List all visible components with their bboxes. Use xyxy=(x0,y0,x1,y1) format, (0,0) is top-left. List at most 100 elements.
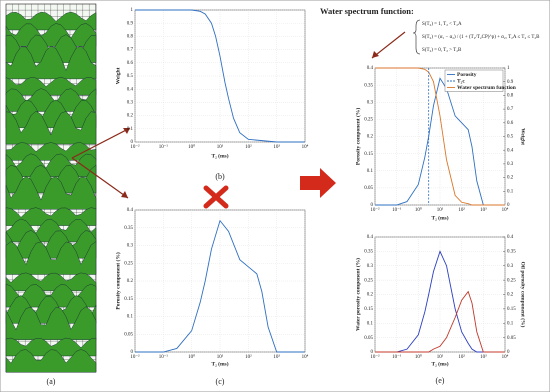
y-tick-label: 0.1 xyxy=(127,315,134,320)
y-tick-label: 0.15 xyxy=(124,297,133,302)
x-tick-label: 10⁴ xyxy=(302,144,309,150)
x-tick-label: 10⁰ xyxy=(188,354,195,360)
y2-tick-label: 0.2 xyxy=(507,293,514,298)
y-tick-label: 0.05 xyxy=(124,332,133,337)
y-tick-label: 0.35 xyxy=(124,226,133,231)
x-tick-label: 10³ xyxy=(273,144,280,150)
y-tick-label: 0.2 xyxy=(127,279,134,284)
image-panel: (a) xyxy=(5,3,97,386)
y2-tick-label: 0.1 xyxy=(507,321,514,326)
x-tick-label: 10⁰ xyxy=(188,144,195,150)
x-tick-label: 10³ xyxy=(480,207,487,213)
y-axis-label: Porosity component (%) xyxy=(354,108,361,166)
y2-tick-label: 0.7 xyxy=(507,107,514,112)
y-tick-label: 0.3 xyxy=(367,100,374,105)
y2-tick-label: 0.8 xyxy=(507,94,514,99)
x-tick-label: 10⁻² xyxy=(130,144,140,150)
equation-line: S(T₂) = 0, T₂ > T₂B xyxy=(422,48,462,53)
y-tick-label: 0.1 xyxy=(127,127,134,132)
y-tick-label: 0 xyxy=(371,203,374,208)
y-axis-label: Water porosity component (%) xyxy=(354,258,361,331)
y2-tick-label: 0.4 xyxy=(507,235,514,240)
image-peaks xyxy=(5,11,97,373)
x-tick-label: 10⁻¹ xyxy=(159,144,169,150)
chart-panel: 10⁻² 10⁻¹ 10⁰ 10¹ 10² 10³ 10⁴ 0 0.1 0.2 0.3 0.4 0.5 0… xyxy=(115,8,308,181)
image-peak xyxy=(5,23,97,47)
multiply-stroke xyxy=(203,185,229,209)
y2-axis-label: Oil porosity component (%) xyxy=(520,262,527,328)
y2-tick-label: 0.6 xyxy=(507,121,514,126)
x-tick-label: 10⁰ xyxy=(415,207,422,213)
y2-tick-label: 0.2 xyxy=(507,176,514,181)
x-tick-label: 10¹ xyxy=(437,354,444,360)
image-peak xyxy=(5,176,97,210)
x-tick-label: 10⁴ xyxy=(502,207,509,213)
brace xyxy=(412,19,421,55)
multiply-sign xyxy=(203,185,229,209)
x-tick-label: 10¹ xyxy=(217,144,224,150)
y-tick-label: 0.2 xyxy=(127,114,134,119)
x-tick-label: 10⁻² xyxy=(370,354,380,360)
arrow-head xyxy=(123,128,130,134)
y2-tick-label: 1 xyxy=(507,66,510,71)
y-tick-label: 0.35 xyxy=(364,83,373,88)
image-peak xyxy=(5,349,97,373)
y-tick-label: 1 xyxy=(131,8,134,13)
y-tick-label: 0.05 xyxy=(364,186,373,191)
x-tick-label: 10⁻² xyxy=(130,354,140,360)
x-axis-label: T₂ (ms) xyxy=(431,214,448,221)
data-line xyxy=(375,250,505,353)
x-tick-label: 10⁴ xyxy=(302,354,309,360)
y-tick-label: 0.1 xyxy=(367,169,374,174)
y-tick-label: 0.3 xyxy=(127,101,134,106)
x-tick-label: 10⁰ xyxy=(415,354,422,360)
y-tick-label: 0.9 xyxy=(127,21,134,26)
y-tick-label: 0.1 xyxy=(367,321,374,326)
y-tick-label: 0.05 xyxy=(364,336,373,341)
image-peak xyxy=(5,272,97,291)
equation-title: Water spectrum function: xyxy=(320,6,414,16)
x-tick-label: 10¹ xyxy=(217,354,224,360)
x-tick-label: 10² xyxy=(458,354,465,360)
legend-label: Porosity xyxy=(457,72,477,78)
x-tick-label: 10² xyxy=(245,354,252,360)
x-axis-label: T₂ (ms) xyxy=(431,360,448,367)
y2-axis-label: Weight xyxy=(520,128,526,145)
x-axis-label: T₂ (ms) xyxy=(211,360,228,367)
y-tick-label: 0.4 xyxy=(367,66,374,71)
arrow-head xyxy=(372,51,379,58)
caption: (e) xyxy=(436,376,445,385)
y-tick-label: 0.6 xyxy=(127,61,134,66)
data-line xyxy=(135,9,305,143)
y2-tick-label: 0.5 xyxy=(507,135,514,140)
x-axis-label: T₂ (ms) xyxy=(211,152,228,159)
y-tick-label: 0.2 xyxy=(367,293,374,298)
y-tick-label: 0.25 xyxy=(364,118,373,123)
y-tick-label: 0.15 xyxy=(364,307,373,312)
y-tick-label: 0.15 xyxy=(364,152,373,157)
caption: (b) xyxy=(215,172,225,181)
y-tick-label: 0.4 xyxy=(367,235,374,240)
y-tick-label: 0.25 xyxy=(364,278,373,283)
arrow xyxy=(371,31,406,59)
y2-tick-label: 0.3 xyxy=(507,264,514,269)
y-tick-label: 0 xyxy=(131,140,134,145)
equation-line: S(T₂) = 1, T₂ < T₂A xyxy=(422,22,462,27)
caption: (c) xyxy=(216,377,225,386)
equation-line: S(T₂) = (α₁ − α₂) / (1 + (T₂/T₂CP)^p) + … xyxy=(422,35,540,40)
y-tick-label: 0.4 xyxy=(127,208,134,213)
y-tick-label: 0 xyxy=(371,350,374,355)
y-axis-label: Porosity component (%) xyxy=(114,252,121,310)
y2-tick-label: 0.3 xyxy=(507,162,514,167)
image-peak xyxy=(5,241,97,275)
x-tick-label: 10⁻² xyxy=(370,207,380,213)
x-tick-label: 10⁴ xyxy=(502,354,509,360)
x-tick-label: 10² xyxy=(458,207,465,213)
y2-tick-label: 0.4 xyxy=(507,148,514,153)
y2-tick-label: 0.9 xyxy=(507,80,514,85)
x-tick-label: 10³ xyxy=(480,354,487,360)
y-tick-label: 0.3 xyxy=(367,264,374,269)
y-tick-label: 0.2 xyxy=(367,135,374,140)
chart-panel: 10⁻² 10⁻¹ 10⁰ 10¹ 10² 10³ 10⁴00.050.10.150.20.… xyxy=(354,235,526,385)
big-arrow xyxy=(300,168,336,198)
